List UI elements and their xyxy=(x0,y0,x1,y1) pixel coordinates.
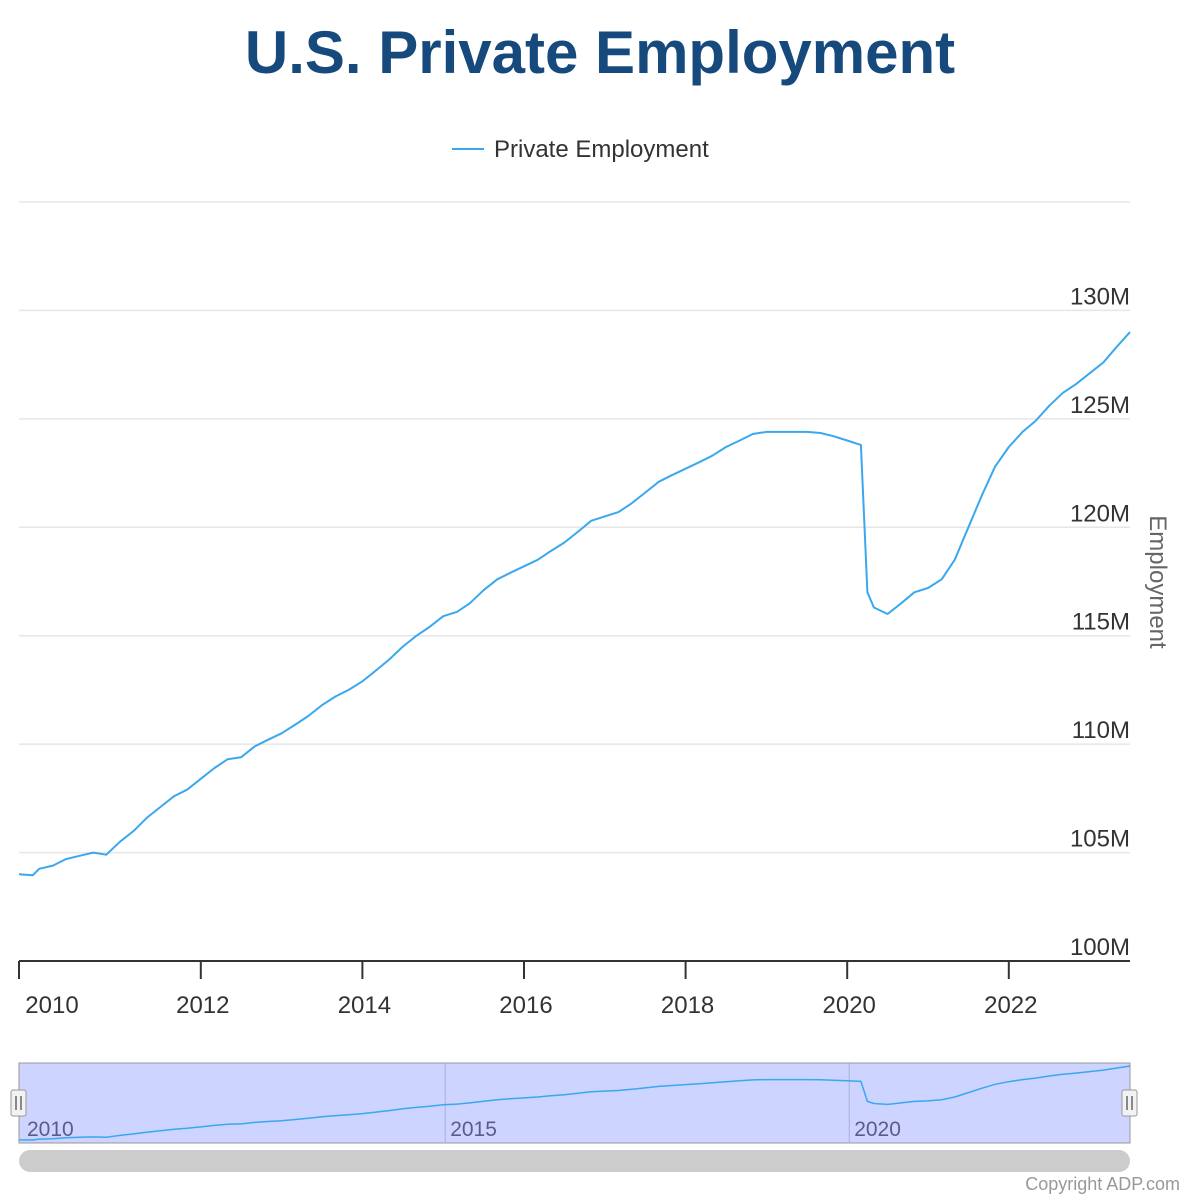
navigator-handle-left[interactable] xyxy=(10,1089,27,1117)
x-tick-label: 2010 xyxy=(25,992,78,1019)
navigator[interactable]: 2010 2015 2020 xyxy=(10,1062,1138,1144)
navigator-series-line xyxy=(18,1065,1131,1141)
series-line-private-employment[interactable] xyxy=(18,331,1131,877)
navigator-gridlines xyxy=(444,1063,850,1143)
x-tick-label: 2020 xyxy=(823,992,876,1019)
y-gridlines xyxy=(19,201,1130,854)
x-tick-label: 2018 xyxy=(661,992,714,1019)
x-tick-label: 2016 xyxy=(499,992,552,1019)
navigator-tick-labels: 2010 2015 2020 xyxy=(27,1118,901,1141)
y-tick-label: 110M xyxy=(1072,717,1130,744)
y-axis-title: Employment xyxy=(1144,515,1171,649)
y-axis-tick-labels: 100M 105M 110M 115M 120M 125M 130M xyxy=(1070,283,1130,961)
navigator-selection[interactable] xyxy=(18,1062,1131,1144)
y-tick-label: 100M xyxy=(1070,934,1130,961)
y-tick-label: 115M xyxy=(1072,609,1130,636)
y-tick-label: 130M xyxy=(1070,283,1130,310)
copyright-text[interactable]: Copyright ADP.com xyxy=(1025,1174,1180,1194)
navigator-tick-label: 2020 xyxy=(854,1118,901,1141)
legend-entry-private-employment[interactable]: Private Employment xyxy=(494,136,709,163)
x-tick-label: 2012 xyxy=(176,992,229,1019)
navigator-tick-label: 2010 xyxy=(27,1118,74,1141)
y-tick-label: 125M xyxy=(1070,392,1130,419)
x-tick-label: 2014 xyxy=(338,992,391,1019)
x-axis-ticks: 2010 2012 2014 2016 2018 2020 2022 xyxy=(18,961,1037,1019)
legend[interactable]: Private Employment xyxy=(452,136,709,163)
navigator-handle-right[interactable] xyxy=(1121,1089,1138,1117)
chart-title: U.S. Private Employment xyxy=(244,19,956,86)
navigator-scrollbar[interactable] xyxy=(19,1150,1130,1172)
x-tick-label: 2022 xyxy=(984,992,1037,1019)
y-tick-label: 120M xyxy=(1070,500,1130,527)
y-tick-label: 105M xyxy=(1070,826,1130,853)
navigator-tick-label: 2015 xyxy=(450,1118,497,1141)
